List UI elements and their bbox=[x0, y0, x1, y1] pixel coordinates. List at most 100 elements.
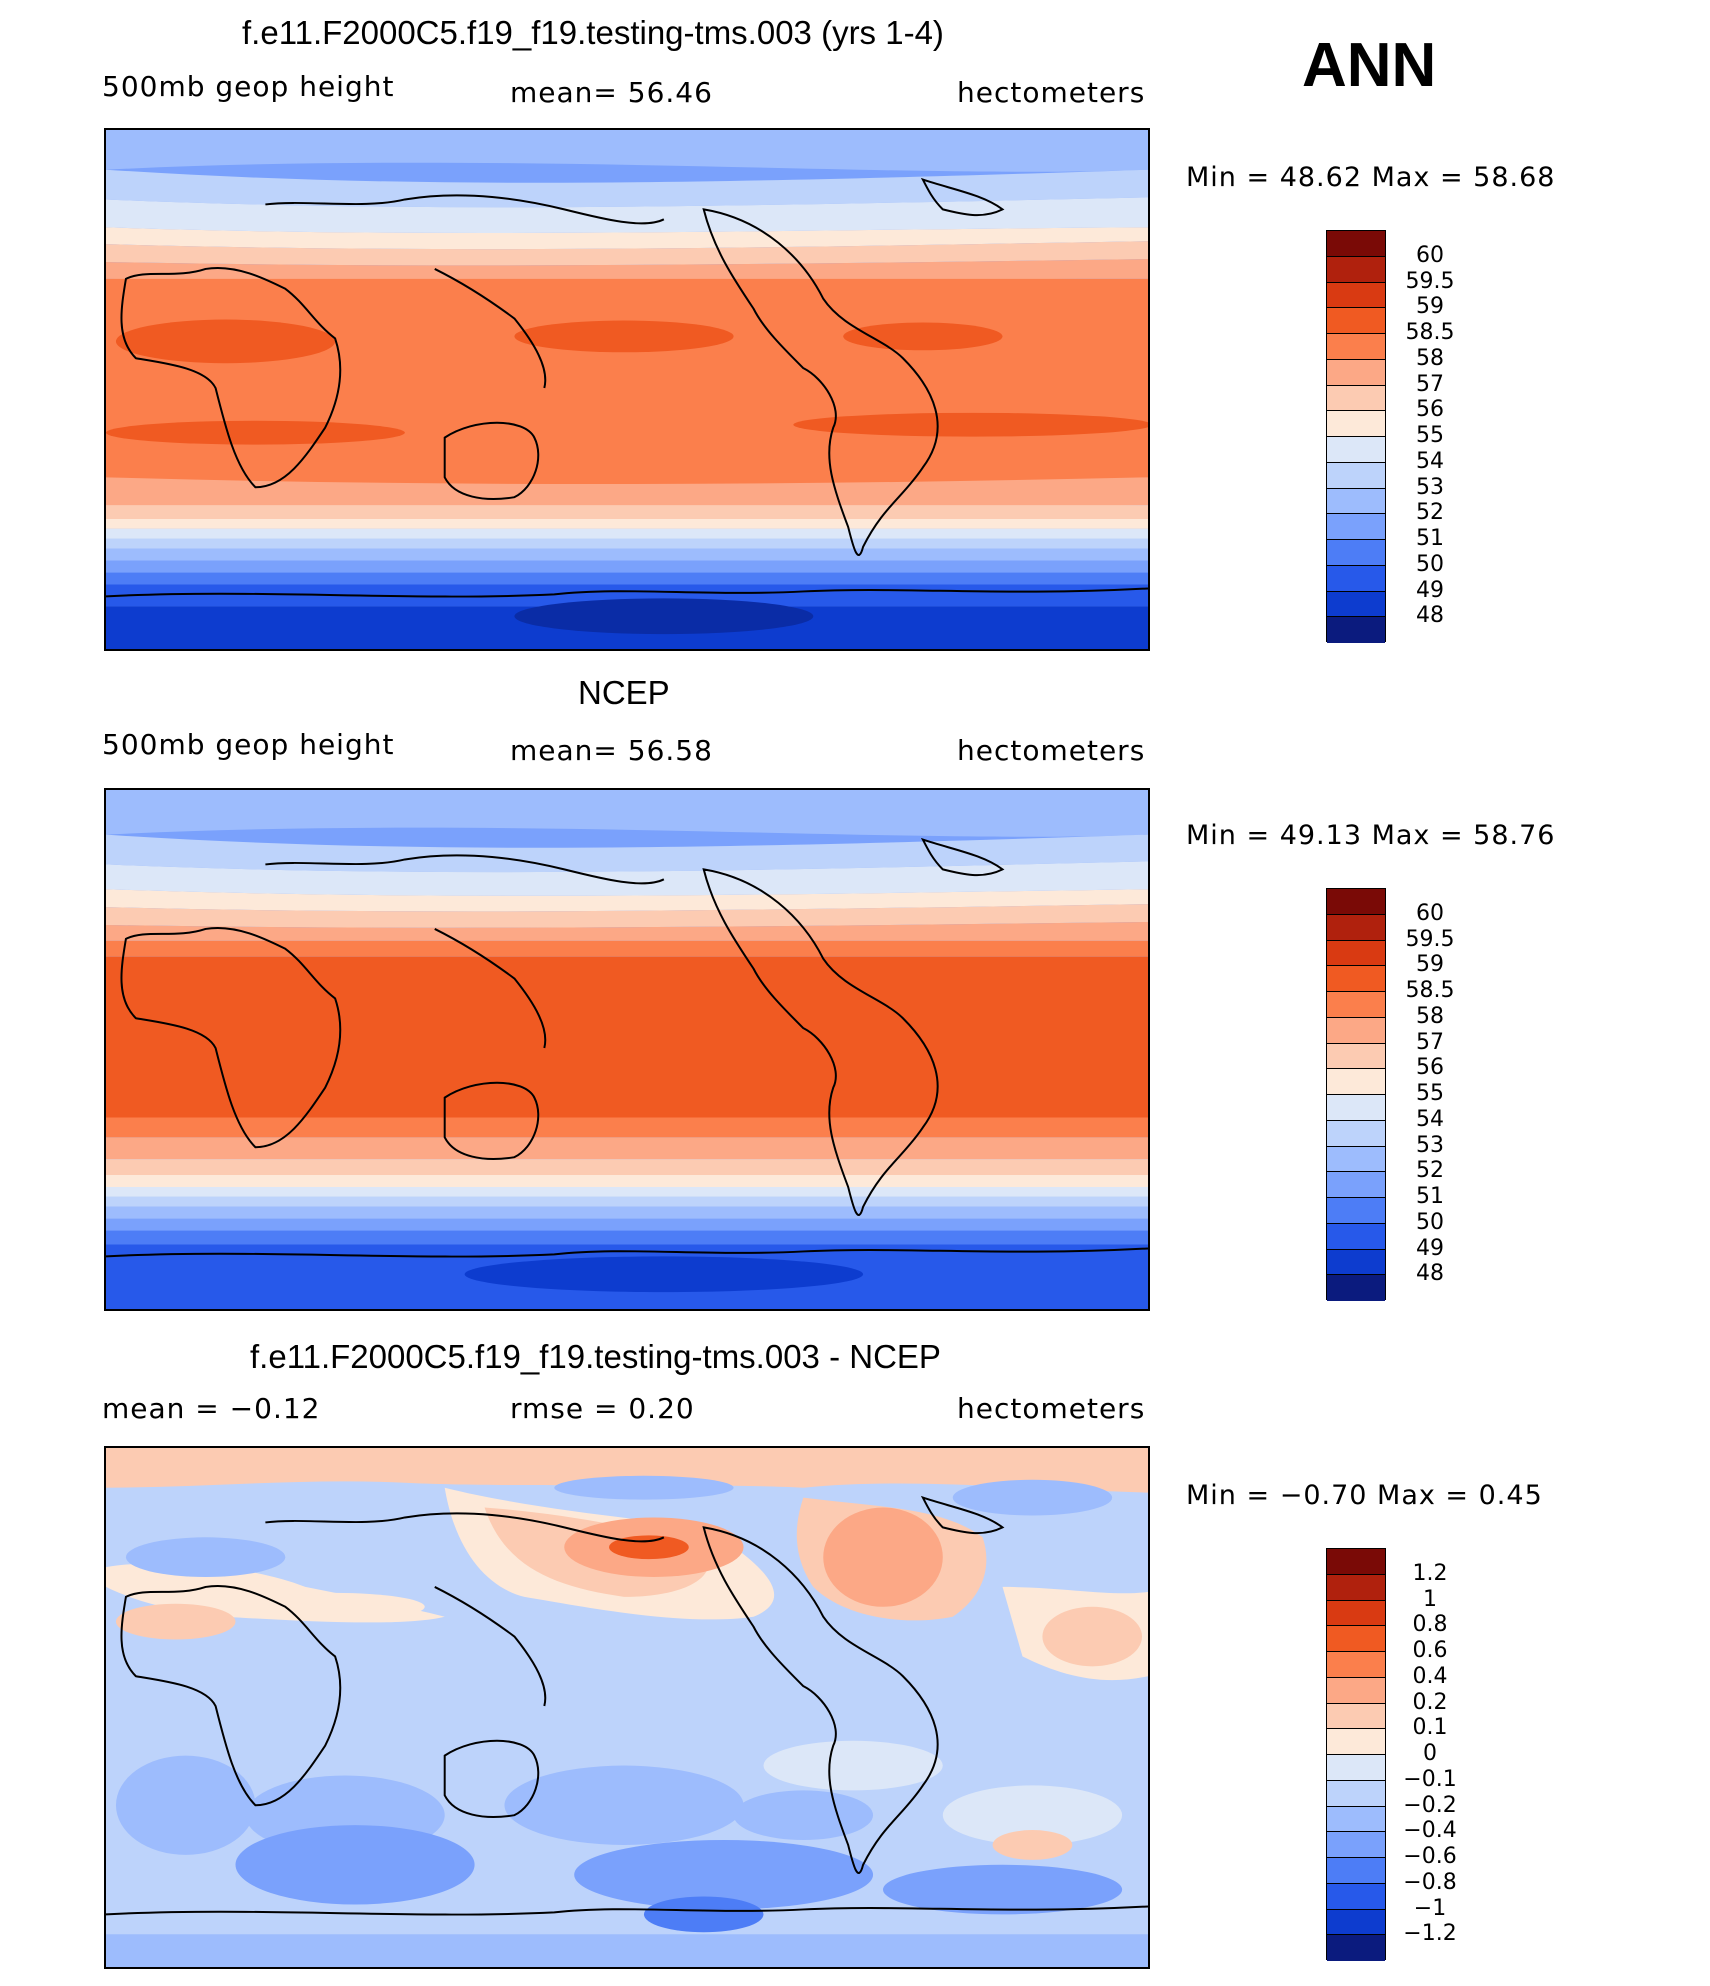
panel-units-obs: hectometers bbox=[957, 734, 1146, 767]
panel-title-diff: f.e11.F2000C5.f19_f19.testing-tms.003 - … bbox=[250, 1338, 941, 1375]
colorbar-tick-label: −1.2 bbox=[1403, 1921, 1457, 1947]
panel-minmax-obs: Min = 49.13 Max = 58.76 bbox=[1186, 820, 1556, 851]
colorbar-segment bbox=[1327, 591, 1385, 618]
colorbar-tick-label: 50 bbox=[1416, 1209, 1444, 1235]
panel-mean-obs: mean= 56.58 bbox=[510, 734, 713, 767]
colorbar-tick-label: −0.2 bbox=[1403, 1792, 1457, 1818]
colorbar-tick-label: 58 bbox=[1416, 345, 1444, 371]
colorbar-tick-label: −0.6 bbox=[1403, 1844, 1457, 1869]
colorbar-segment bbox=[1327, 1017, 1385, 1044]
season-label: ANN bbox=[1302, 31, 1437, 100]
colorbar-tick-label: 59.5 bbox=[1405, 926, 1455, 952]
colorbar-segment bbox=[1327, 1146, 1385, 1173]
map-obs bbox=[104, 788, 1150, 1311]
colorbar-tick-label: 1.2 bbox=[1412, 1560, 1448, 1586]
colorbar-segment bbox=[1327, 282, 1385, 309]
colorbar-segment bbox=[1327, 889, 1385, 915]
colorbar-tick-label: 58.5 bbox=[1405, 320, 1455, 345]
colorbar-tick-label: 59 bbox=[1416, 952, 1444, 978]
colorbar-tick-label: 56 bbox=[1416, 397, 1444, 423]
colorbar-segment bbox=[1327, 565, 1385, 592]
colorbar-tick-label: 52 bbox=[1416, 500, 1444, 526]
colorbar-tick-label: 0.6 bbox=[1412, 1638, 1448, 1663]
colorbar-tick-label: 59 bbox=[1416, 294, 1444, 320]
panel-minmax-model: Min = 48.62 Max = 58.68 bbox=[1186, 162, 1556, 193]
colorbar-segment bbox=[1327, 1858, 1385, 1884]
colorbar-segment bbox=[1327, 1223, 1385, 1250]
colorbar-tick-label: 0.8 bbox=[1412, 1612, 1448, 1638]
colorbar-tick-label: 55 bbox=[1416, 1081, 1444, 1106]
colorbar-segment bbox=[1327, 1935, 1385, 1961]
panel-field-label-model: 500mb geop height bbox=[102, 70, 395, 103]
panel-minmax-diff: Min = −0.70 Max = 0.45 bbox=[1186, 1480, 1543, 1511]
colorbar-segment bbox=[1327, 437, 1385, 463]
colorbar-tick-label: 0 bbox=[1423, 1741, 1437, 1766]
colorbar-segment bbox=[1327, 308, 1385, 334]
colorbar-segment bbox=[1327, 1832, 1385, 1858]
colorbar-segment bbox=[1327, 940, 1385, 967]
colorbar-segment bbox=[1327, 1729, 1385, 1755]
colorbar-tick-label: 49 bbox=[1416, 1235, 1444, 1261]
colorbar-segment bbox=[1327, 462, 1385, 489]
colorbar-tick-label: 52 bbox=[1416, 1158, 1444, 1184]
colorbar-segment bbox=[1327, 256, 1385, 283]
colorbar-segment bbox=[1327, 488, 1385, 515]
colorbar-segment bbox=[1327, 411, 1385, 437]
colorbar-segment bbox=[1327, 914, 1385, 941]
colorbar-tick-label: 53 bbox=[1416, 1132, 1444, 1158]
colorbar-tick-label: −0.1 bbox=[1403, 1766, 1457, 1792]
colorbar-tick-label: 51 bbox=[1416, 526, 1444, 551]
colorbar-tick-label: −0.8 bbox=[1403, 1869, 1457, 1895]
colorbar-obs bbox=[1326, 888, 1386, 1301]
colorbar-segment bbox=[1327, 385, 1385, 412]
colorbar-segment bbox=[1327, 1198, 1385, 1224]
colorbar-tick-label: 56 bbox=[1416, 1055, 1444, 1081]
colorbar-tick-label: 58.5 bbox=[1405, 978, 1455, 1003]
colorbar-segment bbox=[1327, 1626, 1385, 1652]
colorbar-segment bbox=[1327, 1095, 1385, 1121]
panel-rmse-diff: rmse = 0.20 bbox=[510, 1392, 695, 1425]
colorbar-tick-label: −0.4 bbox=[1403, 1818, 1457, 1844]
colorbar-tick-label: 50 bbox=[1416, 551, 1444, 577]
colorbar-segment bbox=[1327, 540, 1385, 566]
colorbar-tick-label: 54 bbox=[1416, 448, 1444, 474]
colorbar-tick-label: 0.1 bbox=[1412, 1715, 1448, 1741]
colorbar-tick-label: 49 bbox=[1416, 577, 1444, 603]
colorbar-tick-label: 53 bbox=[1416, 474, 1444, 500]
panel-units-diff: hectometers bbox=[957, 1392, 1146, 1425]
colorbar-segment bbox=[1327, 1275, 1385, 1301]
colorbar-segment bbox=[1327, 514, 1385, 540]
colorbar-segment bbox=[1327, 992, 1385, 1018]
colorbar-tick-label: −1 bbox=[1413, 1895, 1447, 1921]
map-diff bbox=[104, 1446, 1150, 1969]
colorbar-segment bbox=[1327, 1249, 1385, 1276]
map-model bbox=[104, 128, 1150, 651]
panel-units-model: hectometers bbox=[957, 76, 1146, 109]
colorbar-segment bbox=[1327, 1780, 1385, 1807]
colorbar-segment bbox=[1327, 359, 1385, 386]
colorbar-tick-label: 57 bbox=[1416, 371, 1444, 397]
colorbar-segment bbox=[1327, 334, 1385, 360]
colorbar-segment bbox=[1327, 1120, 1385, 1147]
colorbar-segment bbox=[1327, 1652, 1385, 1678]
colorbar-tick-label: 54 bbox=[1416, 1106, 1444, 1132]
colorbar-tick-label: 60 bbox=[1416, 242, 1444, 268]
colorbar-tick-label: 48 bbox=[1416, 1261, 1444, 1287]
colorbar-segment bbox=[1327, 1806, 1385, 1833]
colorbar-segment bbox=[1327, 1600, 1385, 1627]
colorbar-tick-label: 57 bbox=[1416, 1029, 1444, 1055]
panel-title-obs: NCEP bbox=[578, 674, 670, 711]
colorbar-segment bbox=[1327, 1172, 1385, 1198]
colorbar-tick-label: 48 bbox=[1416, 603, 1444, 629]
colorbar-tick-label: 58 bbox=[1416, 1003, 1444, 1029]
colorbar-segment bbox=[1327, 1703, 1385, 1730]
panel-title-model: f.e11.F2000C5.f19_f19.testing-tms.003 (y… bbox=[242, 14, 944, 51]
colorbar-tick-label: 1 bbox=[1423, 1586, 1437, 1612]
panel-field-label-obs: 500mb geop height bbox=[102, 728, 395, 761]
colorbar-segment bbox=[1327, 1755, 1385, 1781]
colorbar-segment bbox=[1327, 1043, 1385, 1070]
colorbar-segment bbox=[1327, 966, 1385, 992]
panel-mean-model: mean= 56.46 bbox=[510, 76, 713, 109]
colorbar-segment bbox=[1327, 1069, 1385, 1095]
colorbar-tick-label: 51 bbox=[1416, 1184, 1444, 1209]
